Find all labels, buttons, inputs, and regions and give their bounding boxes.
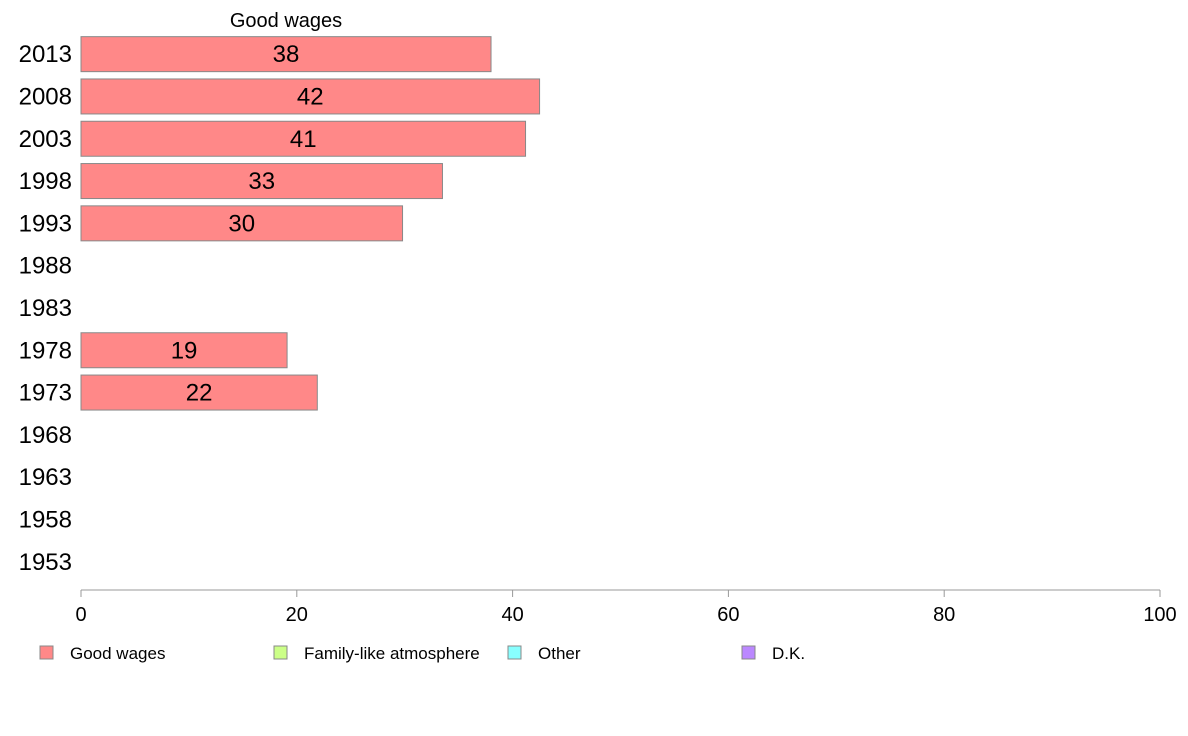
data-label: 33	[248, 168, 275, 195]
x-tick-label: 0	[75, 604, 86, 626]
bar	[80, 374, 318, 411]
legend-swatch	[273, 645, 288, 660]
legend-swatch	[741, 645, 756, 660]
y-tick-label: 1958	[19, 506, 72, 533]
data-label: 38	[273, 41, 300, 68]
data-label: 22	[186, 380, 213, 407]
y-axis-labels: 2013 2008 2003 1998 1993 1988 1983 1978 1973 1968…	[19, 41, 72, 576]
x-tick-label: 100	[1143, 604, 1176, 626]
y-tick-label: 1993	[19, 210, 72, 237]
legend-swatch	[39, 645, 54, 660]
bar	[80, 120, 527, 157]
legend-label: Other	[538, 644, 581, 663]
y-tick-label: 1963	[19, 464, 72, 491]
bar	[80, 78, 541, 115]
y-tick-label: 1983	[19, 295, 72, 322]
data-label: 42	[297, 83, 324, 110]
y-tick-label: 1968	[19, 422, 72, 449]
data-label: 19	[171, 337, 198, 364]
legend-label: Family-like atmosphere	[304, 644, 480, 663]
x-tick-label: 40	[501, 604, 523, 626]
bars-group: 38 42 41 33 30 19 22	[80, 36, 541, 411]
x-tick-label: 20	[286, 604, 308, 626]
y-tick-label: 2003	[19, 126, 72, 153]
y-tick-label: 1953	[19, 549, 72, 576]
x-tick-label: 80	[933, 604, 955, 626]
legend-label: Good wages	[70, 644, 165, 663]
y-tick-label: 2013	[19, 41, 72, 68]
chart-title: Good wages	[230, 10, 342, 32]
bar	[80, 36, 492, 73]
x-axis: 0 20 40 60 80 100	[75, 589, 1177, 626]
legend: Good wages Family-like atmosphere Other D.K…	[39, 644, 805, 663]
x-tick-label: 60	[717, 604, 739, 626]
bar	[80, 332, 288, 369]
y-tick-label: 2008	[19, 83, 72, 110]
y-tick-label: 1998	[19, 168, 72, 195]
bar	[80, 205, 404, 242]
legend-label: D.K.	[772, 644, 805, 663]
y-tick-label: 1973	[19, 380, 72, 407]
bar	[80, 163, 443, 200]
legend-swatch	[507, 645, 522, 660]
data-label: 41	[290, 126, 317, 153]
y-tick-label: 1978	[19, 337, 72, 364]
y-tick-label: 1988	[19, 253, 72, 280]
data-label: 30	[228, 210, 255, 237]
